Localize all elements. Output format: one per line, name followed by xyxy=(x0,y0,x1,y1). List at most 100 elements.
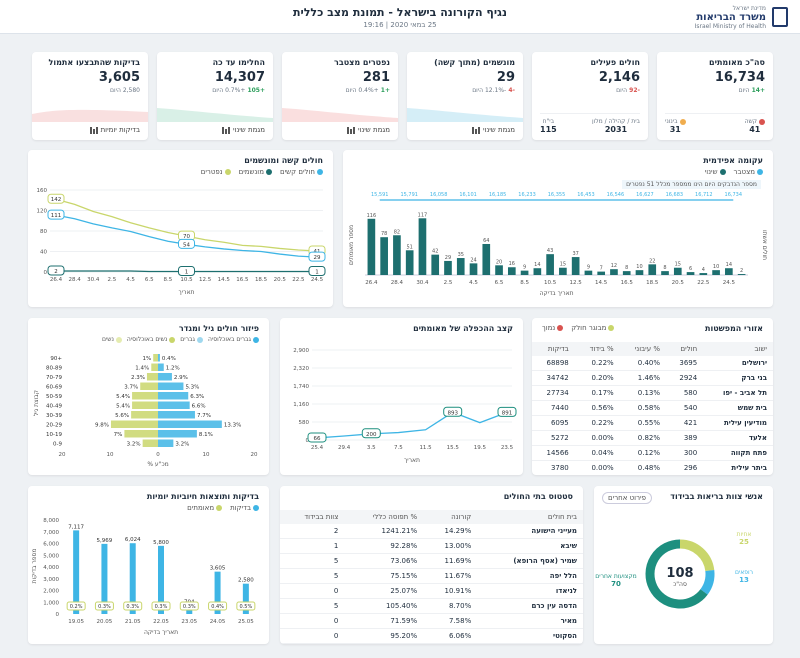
legend-item[interactable]: נפטרים xyxy=(201,168,231,176)
table-header[interactable]: % עיבוני xyxy=(619,342,667,356)
kpi-card[interactable]: חולים פעילים 2,146 -92 היום בית / קהילה / מ… xyxy=(532,52,648,140)
tests-x-tick: 21.05 xyxy=(125,619,141,625)
cumulative-label: 16,453 xyxy=(577,192,595,198)
doubling-x-tick: 23.5 xyxy=(501,445,514,451)
legend-item[interactable]: גברים xyxy=(180,336,203,343)
epi-bar-label: 12 xyxy=(611,263,617,269)
epi-bar xyxy=(444,260,452,275)
epi-curve-card: עקומה אפידמית מצטבר שינוי מספר הנדבקים הי… xyxy=(343,150,773,307)
table-cell: 0.20% xyxy=(574,370,620,386)
severe-point-label: 142 xyxy=(51,197,62,203)
female-bar xyxy=(140,382,158,390)
table-row[interactable]: תל אביב - יפו 580 0.13% 0.17% 27734 xyxy=(532,385,773,401)
epi-bar xyxy=(712,270,720,275)
kpi-card[interactable]: החלימו עד כה 14,307 +105 +0.7% היום מגמת שי… xyxy=(157,52,273,140)
table-row[interactable]: אלעד 389 0.82% 0.00% 5272 xyxy=(532,430,773,446)
tests-bar-label: 5,969 xyxy=(97,538,113,544)
tests-x-tick: 24.05 xyxy=(210,619,226,625)
legend-item[interactable]: חולים קשים xyxy=(280,168,323,176)
table-row[interactable]: ביתר עילית 296 0.48% 0.00% 3780 xyxy=(532,460,773,475)
legend-item[interactable]: שינוי xyxy=(705,168,726,176)
table-header[interactable]: % תפוסה כללי xyxy=(344,510,424,524)
male-label: 2.9% xyxy=(174,375,188,381)
legend-item[interactable]: נמוך xyxy=(542,324,564,332)
legend-item[interactable]: נשים xyxy=(102,336,122,343)
table-cell: 11.67% xyxy=(423,568,478,584)
legend-item[interactable]: מונשמים xyxy=(239,168,272,176)
female-bar xyxy=(142,439,158,447)
kpi-card[interactable]: נפטרים מצטבר 281 +1 +0.4% היום מגמת שינוי xyxy=(282,52,398,140)
table-row[interactable]: בית שמש 540 0.58% 0.56% 7440 xyxy=(532,400,773,416)
epi-tick: 30.4 xyxy=(416,280,429,286)
kpi-card[interactable]: מונשמים (מתוך קשה) 29 -4 -12.1% היום מגמת ש… xyxy=(407,52,523,140)
table-row[interactable]: הסקוטי 6.06% 95.20% 0 xyxy=(280,628,583,644)
positive-rate-label: 0.3% xyxy=(98,604,111,610)
kpi-value: 16,734 xyxy=(714,70,765,85)
table-cell: 0 xyxy=(280,583,345,599)
legend-label: נפטרים xyxy=(200,168,223,176)
doubling-x-tick: 11.5 xyxy=(419,445,432,451)
table-row[interactable]: שמיר (אסף הרופא) 11.69% 73.06% 5 xyxy=(280,553,583,569)
donut-total: 108 xyxy=(666,566,693,581)
epi-bar-label: 78 xyxy=(381,231,387,237)
legend-item[interactable]: נשים באוכלוסיה xyxy=(127,336,176,343)
table-row[interactable]: לניאדו 10.91% 25.07% 0 xyxy=(280,583,583,599)
epi-bar xyxy=(546,254,554,275)
table-header[interactable]: חולים xyxy=(666,342,704,356)
table-row[interactable]: מעייני הישועה 14.29% 1241.21% 2 xyxy=(280,524,583,539)
epi-tick: 22.5 xyxy=(697,280,710,286)
epi-tick: 20.5 xyxy=(672,280,685,286)
female-bar xyxy=(132,392,158,400)
table-row[interactable]: הדסה עין כרם 8.70% 105.40% 5 xyxy=(280,598,583,614)
table-header[interactable]: בדיקות xyxy=(532,342,575,356)
table-cell: מאיר xyxy=(477,613,583,629)
table-row[interactable]: הלל יפה 11.67% 75.15% 5 xyxy=(280,568,583,584)
ministry-logo[interactable]: מדינת ישראל משרד הבריאות Israel Ministry… xyxy=(695,5,788,30)
table-header[interactable]: בית חולים xyxy=(477,510,583,524)
table-row[interactable]: בני ברק 2924 1.46% 0.20% 34742 xyxy=(532,370,773,386)
trend-link[interactable]: בדיקות יומיות xyxy=(89,126,140,134)
table-cell: 105.40% xyxy=(344,598,424,614)
trend-link[interactable]: מגמת שינוי xyxy=(346,126,390,134)
tests-x-tick: 25.05 xyxy=(238,619,254,625)
table-row[interactable]: פתח תקווה 300 0.12% 0.04% 14566 xyxy=(532,445,773,461)
trend-link[interactable]: מגמת שינוי xyxy=(221,126,265,134)
legend-item[interactable]: מצטבר xyxy=(734,168,763,176)
table-header[interactable]: קורונה xyxy=(423,510,478,524)
table-row[interactable]: מודיעין עילית 421 0.55% 0.22% 6095 xyxy=(532,415,773,431)
legend-item[interactable]: בדיקות xyxy=(230,504,259,512)
table-cell: 73.06% xyxy=(344,553,424,569)
table-row[interactable]: שיבא 13.00% 92.28% 1 xyxy=(280,538,583,554)
y-tick: 40 xyxy=(40,250,47,256)
kpi-card[interactable]: בדיקות שהתבצעו אתמול 3,605 2,580 היום בדיקו… xyxy=(32,52,148,140)
table-header[interactable]: ישוב xyxy=(703,342,773,356)
legend-item[interactable]: מבוגר חולק xyxy=(571,324,615,332)
table-header[interactable]: % בידוד xyxy=(574,342,620,356)
staff-toggle-button[interactable]: פירוט אחרים xyxy=(602,492,652,504)
kpi-card[interactable]: סה"כ מאומתים 16,734 +14 היום קשה 41 בינוני 31 xyxy=(657,52,773,140)
epi-tick: 6.5 xyxy=(495,280,504,286)
table-row[interactable]: מאיר 7.58% 71.59% 0 xyxy=(280,613,583,629)
table-header[interactable]: צוות בבידוד xyxy=(280,510,345,524)
table-cell: 3780 xyxy=(532,460,575,475)
positive-rate-label: 0.5% xyxy=(240,604,253,610)
table-row[interactable]: ירושלים 3695 0.40% 0.22% 68898 xyxy=(532,356,773,371)
trend-link[interactable]: מגמת שינוי xyxy=(471,126,515,134)
legend-item[interactable]: גברים באוכלוסיה xyxy=(208,336,259,343)
table-cell: 540 xyxy=(666,400,704,416)
male-bar xyxy=(158,411,195,419)
tests-bar xyxy=(158,545,164,614)
table-cell: ירושלים xyxy=(703,356,773,371)
positive-rate-box xyxy=(151,601,171,611)
positive-rate-box xyxy=(123,601,143,611)
y-tick: 1,000 xyxy=(43,600,59,606)
trend-link-label: מגמת שינוי xyxy=(482,126,515,134)
male-bar xyxy=(158,373,172,381)
severe-point-label: 1 xyxy=(185,269,189,275)
legend-item[interactable]: מאומתים xyxy=(187,504,223,512)
table-cell: 11.69% xyxy=(423,553,478,569)
table-cell: תל אביב - יפו xyxy=(703,385,773,401)
epi-tick: 10.5 xyxy=(544,280,557,286)
male-bar xyxy=(158,382,184,390)
